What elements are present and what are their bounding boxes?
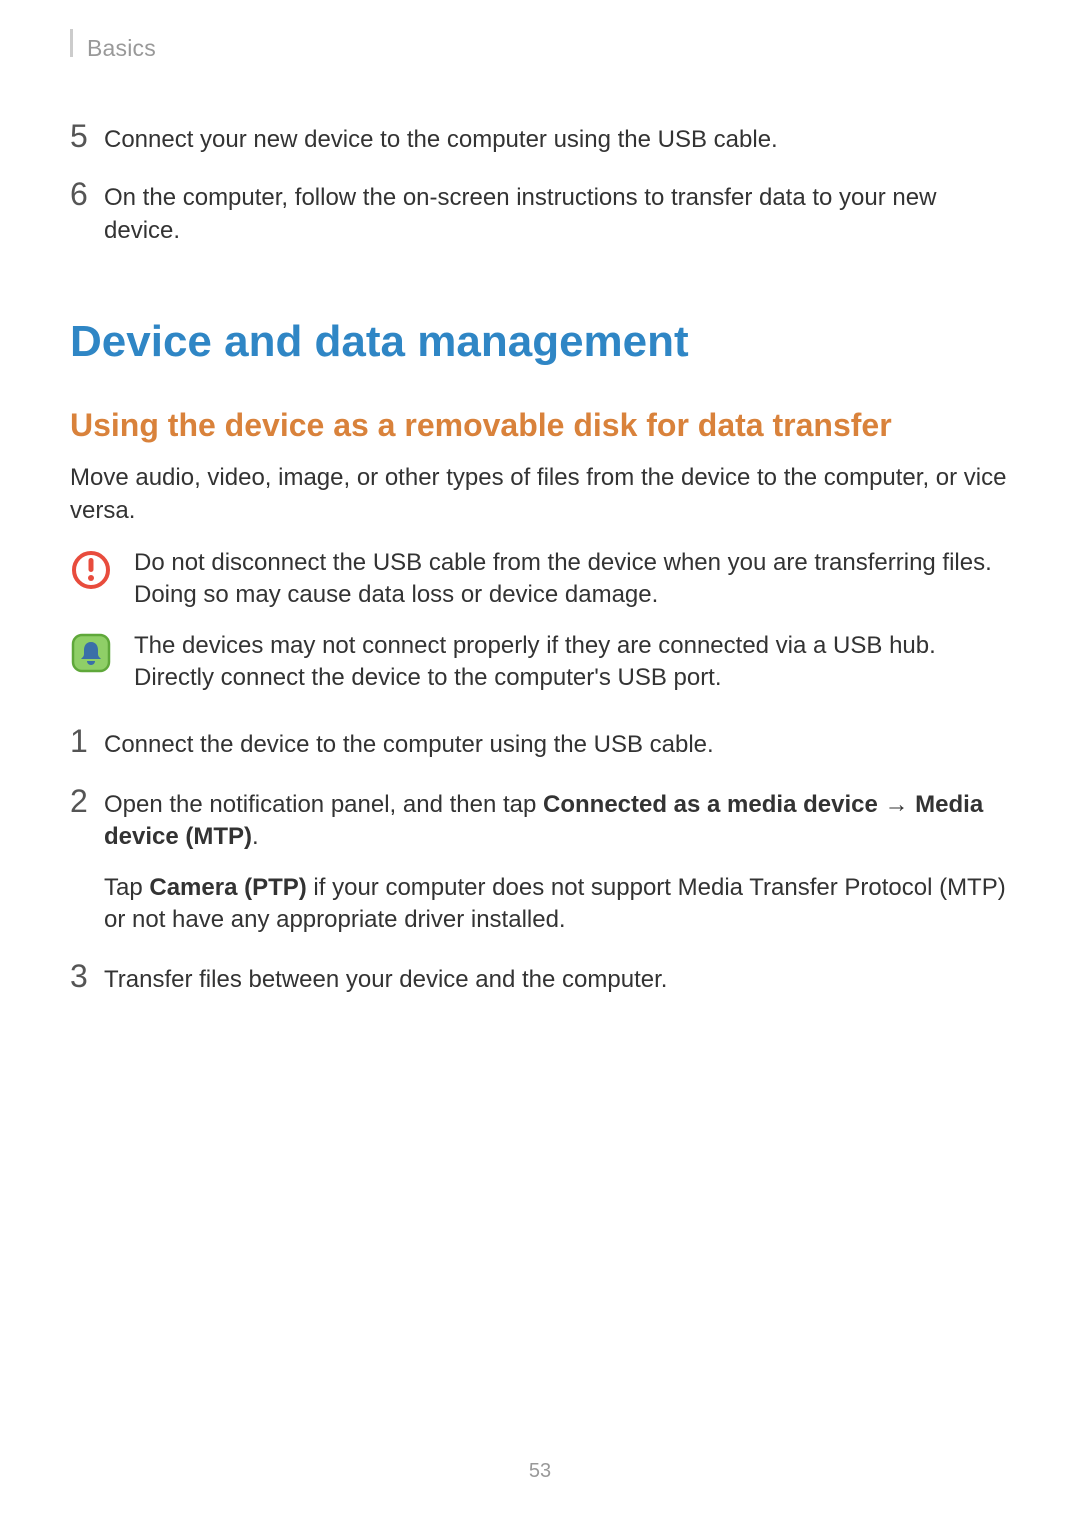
info-callout: The devices may not connect properly if … bbox=[70, 630, 1010, 695]
step-text: Connect the device to the computer using… bbox=[104, 729, 714, 761]
note-icon bbox=[70, 632, 112, 674]
breadcrumb-rule bbox=[70, 29, 73, 57]
subsection-heading: Using the device as a removable disk for… bbox=[70, 407, 1010, 444]
breadcrumb-text: Basics bbox=[87, 35, 156, 62]
steps-list: 1 Connect the device to the computer usi… bbox=[70, 725, 1010, 997]
step-paragraph: Tap Camera (PTP) if your computer does n… bbox=[104, 872, 1010, 937]
step-text: Transfer files between your device and t… bbox=[104, 964, 667, 996]
breadcrumb: Basics bbox=[70, 35, 1010, 62]
section-heading: Device and data management bbox=[70, 317, 1010, 367]
callout-text: Do not disconnect the USB cable from the… bbox=[134, 547, 1010, 612]
step-text: Connect your new device to the computer … bbox=[104, 124, 778, 156]
intro-paragraph: Move audio, video, image, or other types… bbox=[70, 462, 1010, 527]
step: 2 Open the notification panel, and then … bbox=[70, 785, 1010, 937]
top-step: 5 Connect your new device to the compute… bbox=[70, 120, 1010, 156]
step-number: 2 bbox=[70, 785, 104, 817]
step-number: 5 bbox=[70, 120, 104, 152]
page-number: 53 bbox=[0, 1460, 1080, 1483]
step: 1 Connect the device to the computer usi… bbox=[70, 725, 1010, 761]
document-page: Basics 5 Connect your new device to the … bbox=[0, 0, 1080, 997]
callout-text: The devices may not connect properly if … bbox=[134, 630, 1010, 695]
step-text-block: Open the notification panel, and then ta… bbox=[104, 789, 1010, 937]
warning-callout: Do not disconnect the USB cable from the… bbox=[70, 547, 1010, 612]
step-number: 3 bbox=[70, 960, 104, 992]
step-paragraph: Open the notification panel, and then ta… bbox=[104, 789, 1010, 854]
top-step: 6 On the computer, follow the on-screen … bbox=[70, 178, 1010, 247]
top-steps-list: 5 Connect your new device to the compute… bbox=[70, 120, 1010, 247]
step-text: On the computer, follow the on-screen in… bbox=[104, 182, 1010, 247]
step-number: 6 bbox=[70, 178, 104, 210]
warning-icon bbox=[70, 549, 112, 591]
step-number: 1 bbox=[70, 725, 104, 757]
step: 3 Transfer files between your device and… bbox=[70, 960, 1010, 996]
